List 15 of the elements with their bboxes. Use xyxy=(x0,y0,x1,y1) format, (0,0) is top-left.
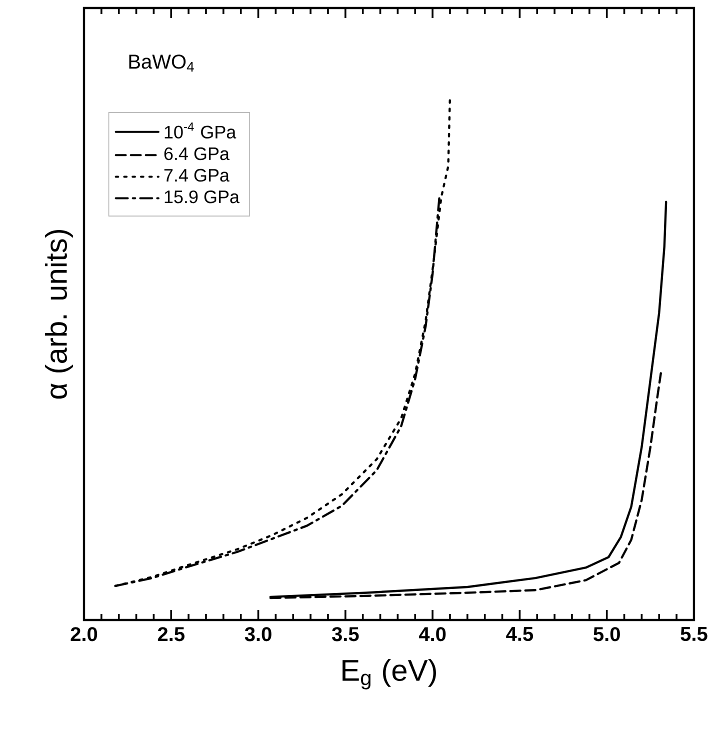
x-tick-label: 2.5 xyxy=(158,627,184,642)
legend-label: 7.4 GPa xyxy=(164,168,230,182)
x-tick-label: 3.5 xyxy=(332,627,359,642)
legend-label: 6.4 GPa xyxy=(164,147,230,160)
x-tick-label: 5.5 xyxy=(680,627,708,642)
x-axis-title: E$_{g}$ (eV) xyxy=(342,658,436,690)
text: BaWO$_{4}$ xyxy=(129,54,194,72)
x-tick-label: 2.0 xyxy=(70,627,98,642)
legend-label: 15.9 GPa xyxy=(164,190,240,204)
x-tick-label: 3.0 xyxy=(244,627,272,642)
legend-label: 10$^{-4}$ GPa xyxy=(164,122,236,139)
x-tick-label: 4.0 xyxy=(418,627,446,642)
x-tick-label: 4.5 xyxy=(506,627,534,642)
y-axis-title: α (arb. units) xyxy=(45,230,73,399)
x-tick-label: 5.0 xyxy=(594,627,620,642)
